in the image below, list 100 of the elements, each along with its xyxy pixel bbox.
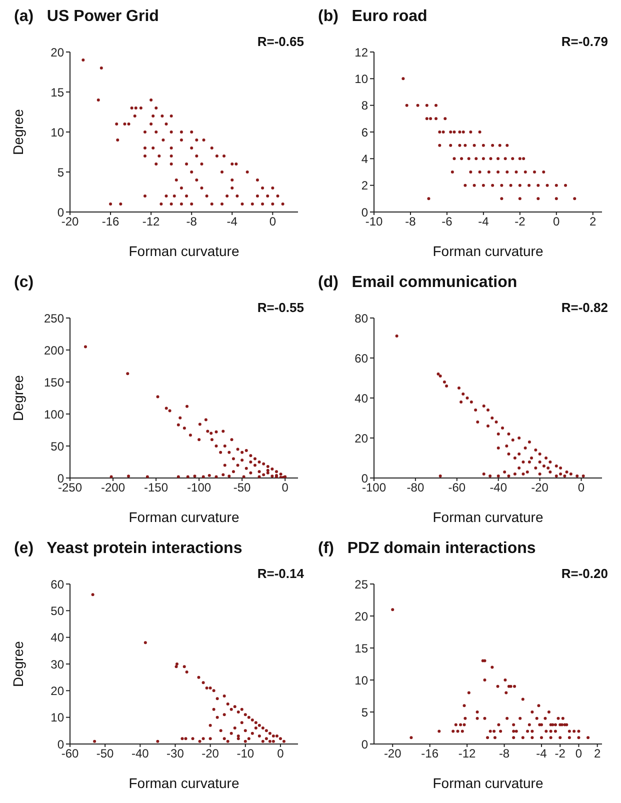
- x-tick-label: 2: [594, 746, 602, 761]
- x-axis-title: Forman curvature: [128, 509, 240, 525]
- x-tick-label: -12: [458, 746, 476, 761]
- point: [244, 713, 247, 716]
- y-tick-label: 12: [354, 45, 368, 60]
- point: [185, 670, 188, 674]
- y-tick-label: 30: [50, 657, 64, 672]
- text: R=-0.79: [561, 34, 608, 49]
- x-axis-title: Forman curvature: [128, 775, 240, 791]
- x-tick-label: -4: [478, 214, 490, 229]
- y-axis-title: Degree: [10, 374, 26, 421]
- x-axis-title: Forman curvature: [432, 775, 544, 791]
- point: [144, 641, 147, 644]
- x-tick-label: -100: [187, 480, 212, 495]
- x-tick-label: -4: [536, 746, 548, 761]
- y-tick-label: 50: [50, 439, 64, 454]
- y-tick-label: 40: [50, 630, 64, 645]
- point: [254, 721, 258, 724]
- point: [230, 732, 233, 735]
- y-tick-label: 6: [361, 125, 368, 140]
- point: [261, 740, 264, 743]
- point: [247, 737, 250, 740]
- y-tick-label: 10: [354, 72, 368, 86]
- point: [282, 740, 286, 743]
- point: [208, 686, 212, 690]
- point: [184, 737, 188, 740]
- point: [275, 734, 278, 738]
- x-tick-label: -20: [531, 480, 549, 495]
- x-tick-label: -80: [406, 480, 424, 495]
- point: [91, 593, 94, 596]
- x-tick-label: -50: [233, 480, 252, 495]
- x-tick-label: 0: [553, 214, 560, 229]
- point: [236, 737, 240, 740]
- point: [216, 697, 219, 700]
- y-tick-label: 8: [361, 98, 368, 113]
- y-tick-label: 10: [354, 673, 368, 688]
- chart-title: (b) Euro road: [317, 8, 428, 27]
- x-tick-label: -16: [102, 214, 120, 229]
- x-tick-label: 0: [575, 746, 582, 761]
- x-tick-label: -10: [236, 746, 254, 761]
- y-tick-label: 50: [50, 604, 64, 618]
- x-axis-title: Forman curvature: [432, 243, 544, 259]
- point: [202, 681, 205, 684]
- y-tick-label: 0: [361, 737, 368, 752]
- point: [278, 737, 282, 740]
- x-tick-label: -20: [202, 746, 220, 761]
- chart-title: (a) US Power Grid: [13, 8, 160, 27]
- y-tick-label: 150: [44, 375, 64, 390]
- point: [212, 689, 216, 692]
- y-tick-label: 200: [44, 343, 64, 358]
- point: [191, 737, 194, 740]
- chart-title: (c): [13, 274, 35, 293]
- point: [264, 737, 268, 740]
- point: [202, 737, 205, 740]
- y-tick-label: 5: [57, 165, 64, 180]
- point: [93, 740, 96, 743]
- x-tick-label: 0: [277, 746, 284, 761]
- point: [244, 740, 247, 743]
- point: [268, 740, 272, 743]
- point: [222, 694, 226, 698]
- y-tick-label: 40: [354, 391, 368, 406]
- x-tick-label: -40: [490, 480, 508, 495]
- y-tick-label: 60: [50, 577, 64, 592]
- y-tick-label: 250: [44, 311, 64, 326]
- point: [258, 734, 261, 738]
- chart-title: (d) Email communication: [317, 274, 518, 293]
- y-tick-label: 20: [50, 684, 64, 698]
- y-tick-label: 0: [57, 737, 64, 752]
- x-tick-label: 0: [578, 480, 585, 495]
- point: [230, 708, 233, 711]
- point: [222, 713, 226, 716]
- x-tick-label: -50: [96, 746, 114, 761]
- point: [174, 665, 178, 668]
- x-tick-label: -20: [384, 746, 402, 761]
- y-axis-title: Degree: [10, 640, 26, 687]
- point: [175, 662, 178, 666]
- point: [254, 726, 258, 730]
- y-tick-label: 20: [354, 431, 368, 446]
- y-tick-label: 4: [361, 152, 368, 166]
- x-tick-label: 0: [269, 214, 276, 229]
- text: R=-0.65: [257, 34, 304, 49]
- y-tick-label: 15: [50, 85, 64, 100]
- x-tick-label: -16: [421, 746, 439, 761]
- y-tick-label: 100: [44, 407, 64, 422]
- point: [247, 716, 250, 719]
- y-tick-label: 20: [50, 45, 64, 60]
- point: [226, 740, 230, 743]
- x-axis-title: Forman curvature: [128, 243, 240, 259]
- point: [222, 737, 226, 740]
- x-tick-label: -200: [101, 480, 126, 495]
- x-tick-label: -150: [144, 480, 168, 495]
- y-tick-label: 0: [361, 205, 368, 220]
- x-tick-label: -30: [166, 746, 184, 761]
- point: [258, 724, 261, 727]
- point: [216, 716, 219, 719]
- y-tick-label: 15: [354, 641, 368, 656]
- x-tick-label: -8: [498, 746, 510, 761]
- text: R=-0.20: [561, 566, 608, 581]
- x-tick-label: -8: [405, 214, 416, 229]
- chart-title: (f) PDZ domain interactions: [317, 540, 537, 559]
